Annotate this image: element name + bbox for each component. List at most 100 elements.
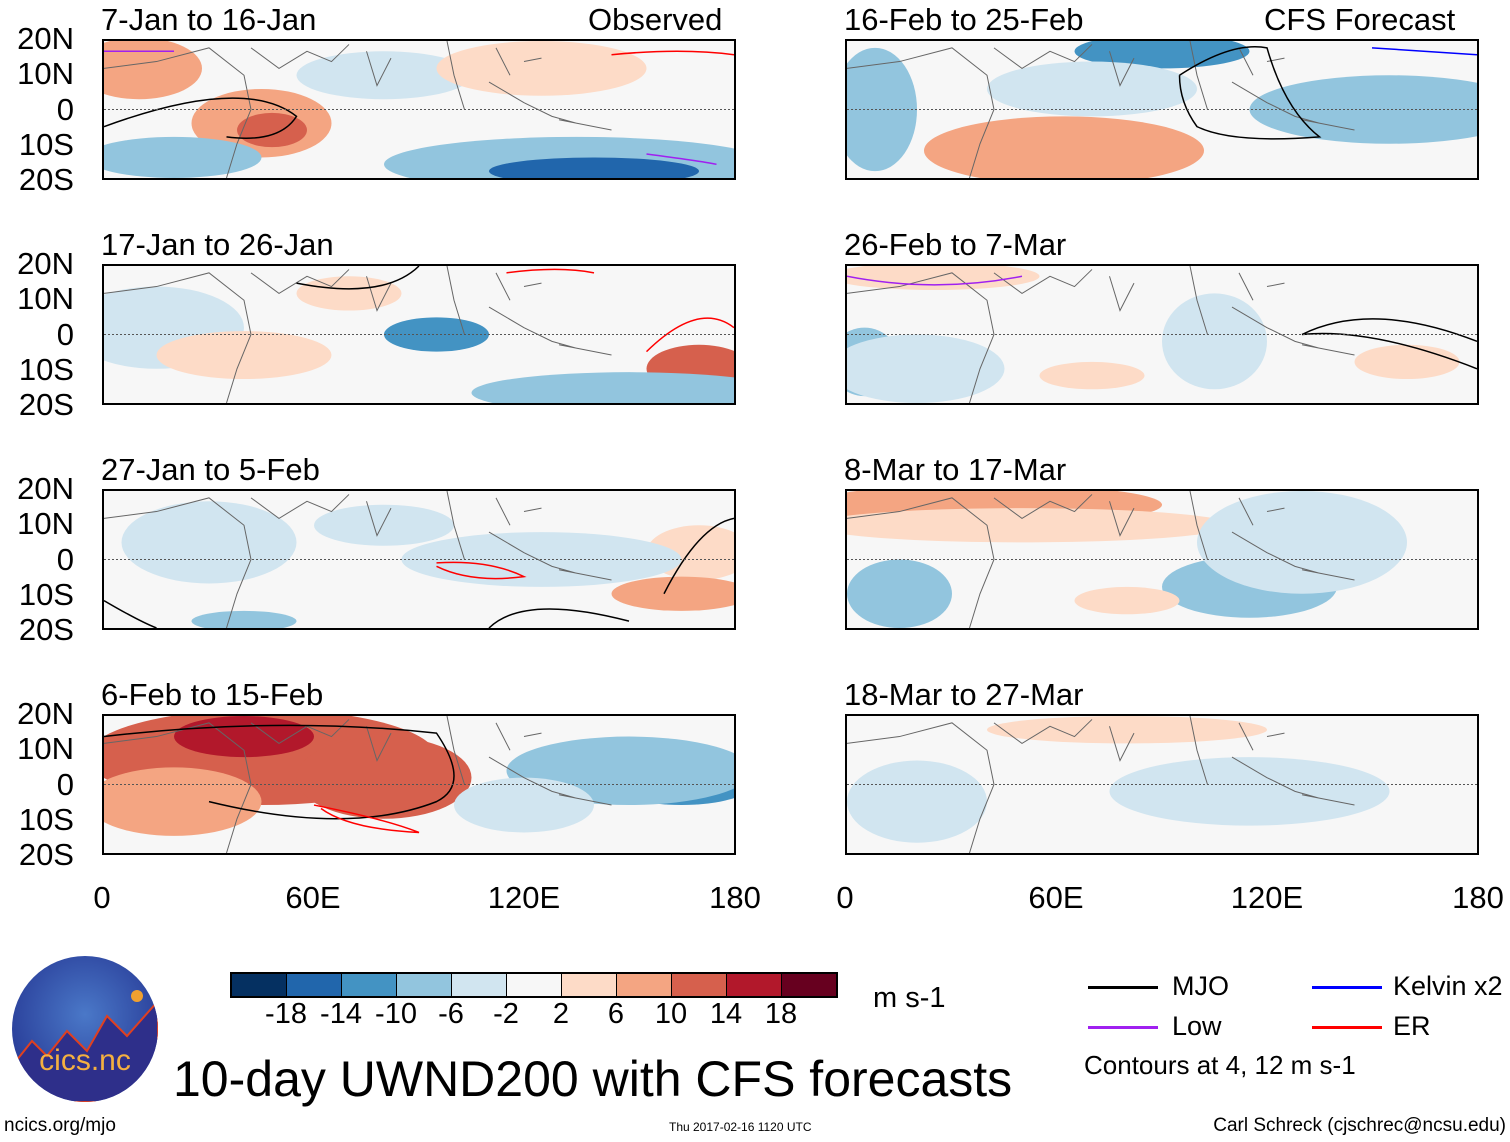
panel-title: 8-Mar to 17-Mar [844,452,1067,487]
colorbar-swatch [562,974,617,996]
anomaly-shading [104,136,262,178]
legend-er: ER [1393,1011,1431,1041]
y-tick-label: 10S [18,801,74,837]
legend-kelvin-line [1312,986,1382,989]
y-tick-label: 0 [56,541,74,577]
contour-line [647,318,735,352]
y-tick-label: 10N [17,731,74,767]
contour-line [437,562,525,578]
contour-line [297,266,420,289]
legend-mjo-line [1088,986,1158,989]
anomaly-shading [847,760,987,843]
legend-kelvin: Kelvin x2 [1393,971,1503,1001]
colorbar-swatch [287,974,342,996]
anomaly-shading [1197,491,1407,594]
colorbar-swatch [397,974,452,996]
y-tick-label: 20N [17,471,74,506]
legend-low: Low [1172,1011,1222,1041]
y-tick-label: 10N [17,281,74,317]
anomaly-shading [1074,41,1250,69]
map-panel-forecast [845,39,1479,180]
y-tick-label: 20N [17,246,74,281]
colorbar-label: -18 [265,998,307,1030]
x-tick-label: 60E [1028,880,1084,915]
anomaly-shading [847,559,952,628]
y-tick-label: 20N [17,696,74,731]
map-panel-forecast [845,489,1479,630]
x-tick-label: 180 [1452,880,1504,915]
panel-title: 16-Feb to 25-Feb [844,2,1084,37]
contour-line [1302,334,1477,369]
contour-line [664,518,734,593]
colorbar-swatch [232,974,287,996]
anomaly-shading [104,41,202,100]
colorbar-label: -14 [320,998,362,1030]
contour-line [489,609,629,628]
anomaly-shading [1109,757,1390,826]
contour-line [314,805,419,832]
anomaly-shading [1354,344,1460,380]
contour-line [507,269,595,272]
y-tick-label: 10N [17,56,74,92]
anomaly-shading [436,41,647,96]
map-panel-forecast [845,714,1479,855]
panel-title: 27-Jan to 5-Feb [101,452,320,487]
anomaly-shading [454,777,594,833]
y-tick-label: 20S [18,612,74,647]
y-tick-label: 0 [56,316,74,352]
colorbar-label: 14 [709,998,743,1030]
colorbar-swatch [452,974,507,996]
observed-label: Observed [588,2,723,37]
y-tick-label: 20S [18,837,74,872]
panel-title: 26-Feb to 7-Mar [844,227,1067,262]
y-tick-label: 10S [18,576,74,612]
anomaly-shading [847,266,1040,290]
anomaly-shading [471,372,734,403]
contour-line [104,725,454,818]
x-tick-label: 180 [709,880,761,915]
y-tick-label: 0 [56,91,74,127]
map-panel-forecast [845,264,1479,405]
colorbar-swatch [507,974,562,996]
map-panel-observed [102,714,736,855]
colorbar-label: 10 [654,998,688,1030]
x-tick-label: 120E [487,880,561,915]
anomaly-shading [987,61,1197,117]
colorbar-swatch [342,974,397,996]
y-tick-label: 20S [18,387,74,422]
anomaly-shading [924,116,1204,178]
contour-note: Contours at 4, 12 m s-1 [1084,1050,1356,1080]
footer-url[interactable]: ncics.org/mjo [4,1115,116,1136]
colorbar [230,972,838,998]
anomaly-shading [489,157,699,178]
legend-er-line [1312,1026,1382,1029]
colorbar-label: -2 [493,998,519,1030]
footer-timestamp: Thu 2017-02-16 1120 UTC [669,1120,812,1134]
anomaly-shading [1162,293,1267,390]
colorbar-units: m s-1 [873,982,946,1014]
map-panel-observed [102,264,736,405]
map-panel-observed [102,489,736,630]
anomaly-shading [296,736,472,819]
contour-line [847,276,1022,285]
colorbar-label: 18 [764,998,798,1030]
panel-title: 6-Feb to 15-Feb [101,677,324,712]
colorbar-swatch [617,974,672,996]
anomaly-shading [847,47,917,172]
y-tick-label: 10N [17,506,74,542]
y-tick-label: 20N [17,21,74,56]
anomaly-shading [191,610,297,628]
contour-line [647,154,717,164]
panel-title: 18-Mar to 27-Mar [844,677,1084,712]
contour-line [1302,319,1477,341]
contour-line [612,51,735,54]
anomaly-shading [156,331,332,380]
anomaly-shading [847,508,1232,543]
cics-logo: cics.nc [12,956,158,1102]
forecast-label: CFS Forecast [1264,2,1456,37]
anomaly-shading [121,501,297,584]
footer-author: Carl Schreck (cjschrec@ncsu.edu) [1213,1115,1506,1136]
panel-title: 7-Jan to 16-Jan [101,2,317,37]
y-tick-label: 20S [18,162,74,197]
